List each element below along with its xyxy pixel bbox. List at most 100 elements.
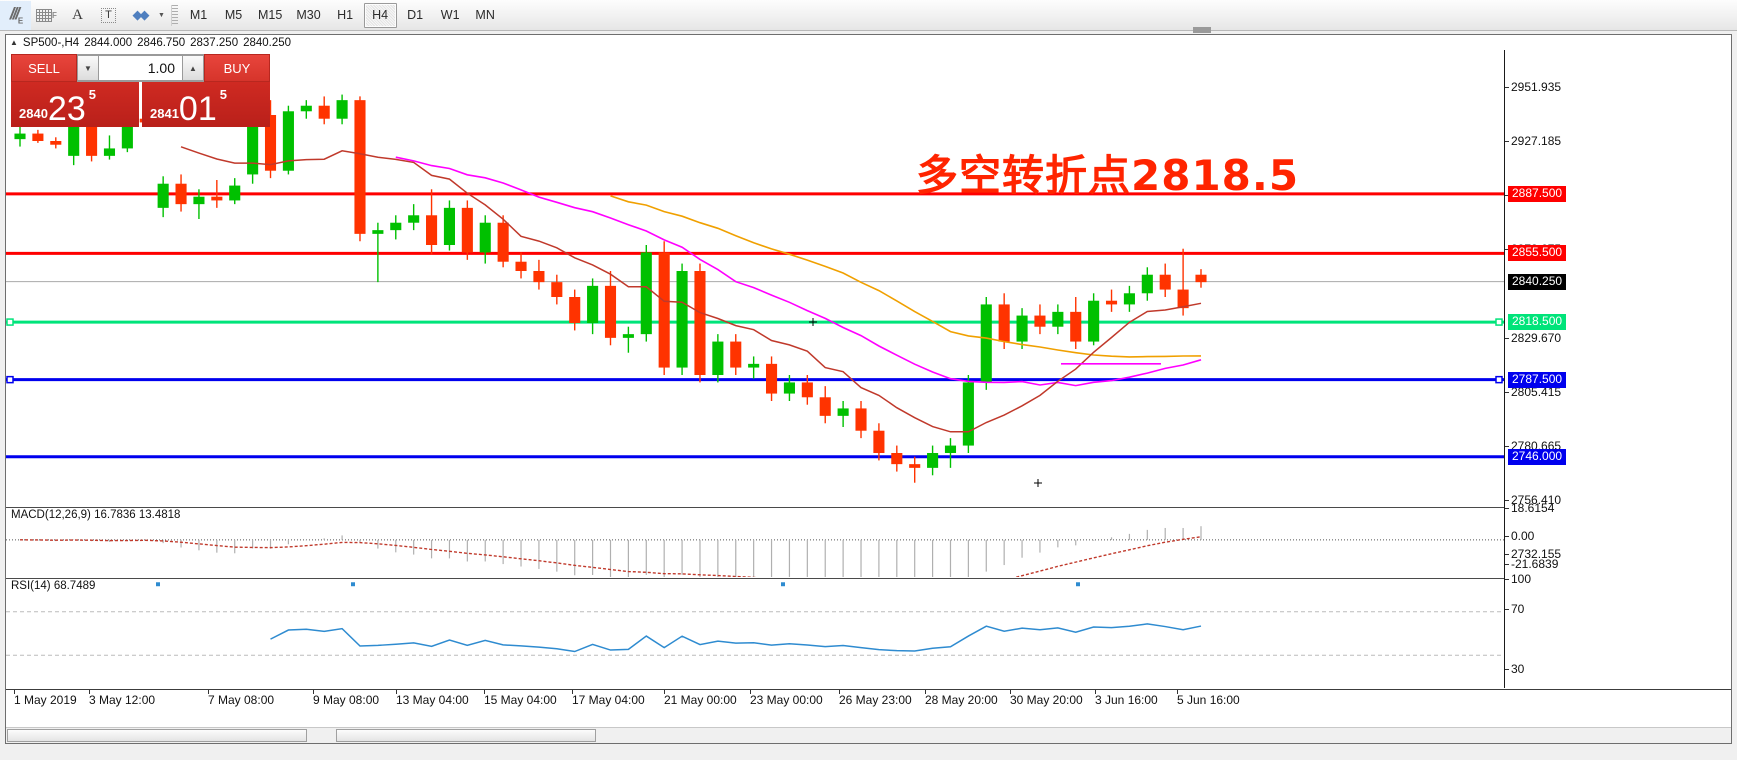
price-tick-4: 2829.670 [1505, 331, 1561, 345]
volume-decrement-icon[interactable]: ▼ [77, 55, 99, 81]
price-scale[interactable]: 2951.9352927.1852902.9302878.6752829.670… [1505, 50, 1731, 704]
sell-fraction: 5 [88, 87, 96, 102]
rsi-indicator-label: RSI(14) 68.7489 [11, 580, 96, 592]
tab-timeframe-m1[interactable]: M1 [189, 8, 208, 22]
time-label-8: 23 May 00:00 [750, 693, 823, 707]
time-label-7: 21 May 00:00 [664, 693, 737, 707]
time-tick-1 [89, 690, 90, 694]
macd-plot [6, 526, 1504, 577]
price-tick-1: 2927.185 [1505, 134, 1561, 148]
ohlc-open: 2844.000 [84, 36, 133, 49]
time-label-0: 1 May 2019 [14, 693, 77, 707]
tab-timeframe-h4[interactable]: H4 [363, 2, 397, 28]
time-tick-4 [396, 690, 397, 694]
time-label-1: 3 May 12:00 [89, 693, 156, 707]
symbol-label: SP500-,H4 [22, 36, 80, 49]
time-label-11: 30 May 20:00 [1010, 693, 1083, 707]
time-label-4: 13 May 04:00 [396, 693, 469, 707]
ohlc-low: 2837.250 [190, 36, 239, 49]
scrollbar-thumb-left[interactable] [7, 729, 307, 742]
time-tick-11 [1010, 690, 1011, 694]
tab-timeframe-w1[interactable]: W1 [440, 8, 460, 22]
time-label-10: 28 May 20:00 [925, 693, 998, 707]
rsi-tick-1: 70 [1505, 602, 1524, 616]
indicators-icon[interactable]: ///E [0, 0, 31, 30]
volume-stepper[interactable]: ▼ 1.00 ▲ [77, 54, 204, 82]
chart-canvas-window: ▲ SP500-,H4 2844.000 2846.750 2837.250 2… [5, 34, 1732, 744]
tab-timeframe-m5[interactable]: M5 [224, 8, 243, 22]
collapse-arrow-icon[interactable]: ▲ [10, 37, 18, 47]
vertical-scroll-marker[interactable] [1193, 27, 1211, 33]
time-label-9: 26 May 23:00 [839, 693, 912, 707]
scrollbar-thumb-right[interactable] [336, 729, 596, 742]
buy-price-tile[interactable]: 2841 01 5 [142, 82, 270, 127]
time-label-6: 17 May 04:00 [572, 693, 645, 707]
resistance-level-2855[interactable]: 2855.500 [1508, 245, 1567, 262]
pivot-level-2818[interactable]: 2818.500 [1508, 314, 1567, 331]
price-tick-8: 2732.155 [1505, 547, 1561, 561]
time-tick-7 [664, 690, 665, 694]
macd-tick-0: 18.6154 [1505, 501, 1554, 515]
time-tick-6 [572, 690, 573, 694]
scale-separator [1504, 50, 1505, 688]
macd-tick-2: -21.6839 [1505, 557, 1558, 571]
sell-pips: 23 [47, 89, 86, 127]
macd-pane[interactable]: MACD(12,26,9) 16.7836 13.4818 [6, 507, 1504, 577]
support-level-2746[interactable]: 2746.000 [1508, 448, 1567, 465]
volume-increment-icon[interactable]: ▲ [182, 55, 204, 81]
time-tick-9 [839, 690, 840, 694]
rsi-tick-2: 30 [1505, 662, 1524, 676]
time-tick-12 [1095, 690, 1096, 694]
macd-tick-1: 0.00 [1505, 529, 1534, 543]
time-tick-8 [750, 690, 751, 694]
one-click-trading-panel: SELL ▼ 1.00 ▲ BUY 2840 23 5 2841 01 5 [11, 54, 270, 127]
objects-icon[interactable]: ◆◆ [132, 7, 150, 22]
quote-bar: ▲ SP500-,H4 2844.000 2846.750 2837.250 2… [6, 35, 1731, 50]
oct-price-row: 2840 23 5 2841 01 5 [11, 82, 270, 127]
time-tick-3 [313, 690, 314, 694]
grid-periodicity-icon[interactable]: F [31, 1, 62, 30]
price-tick-0: 2951.935 [1505, 80, 1561, 94]
macd-indicator-label: MACD(12,26,9) 16.7836 13.4818 [11, 509, 181, 521]
time-tick-0 [14, 690, 15, 694]
time-scale[interactable]: 1 May 2019 3 May 12:00 7 May 08:00 9 May 08… [6, 689, 1731, 727]
horizontal-scrollbar[interactable] [6, 727, 1731, 743]
resistance-level-2887[interactable]: 2887.500 [1508, 185, 1567, 202]
text-label-icon[interactable]: A [72, 6, 83, 23]
price-tick-5: 2805.415 [1505, 385, 1561, 399]
tab-timeframe-mn[interactable]: MN [475, 8, 495, 22]
buy-button[interactable]: BUY [204, 54, 270, 82]
time-tick-13 [1177, 690, 1178, 694]
chevron-down-icon[interactable]: ▼ [158, 11, 165, 19]
time-label-3: 9 May 08:00 [313, 693, 380, 707]
last-price-label[interactable]: 2840.250 [1508, 273, 1567, 290]
buy-fraction: 5 [219, 87, 227, 102]
chart-annotation-text[interactable]: 多空转折点2818.5 [916, 151, 1300, 200]
time-label-2: 7 May 08:00 [208, 693, 275, 707]
tab-timeframe-h1[interactable]: H1 [337, 8, 354, 22]
time-tick-10 [925, 690, 926, 694]
tab-timeframe-d1[interactable]: D1 [407, 8, 424, 22]
support-level-2787[interactable]: 2787.500 [1508, 371, 1567, 388]
time-label-13: 5 Jun 16:00 [1177, 693, 1240, 707]
ohlc-high: 2846.750 [137, 36, 186, 49]
time-label-5: 15 May 04:00 [484, 693, 557, 707]
volume-input[interactable]: 1.00 [99, 55, 182, 81]
buy-big-figure: 2841 [150, 106, 179, 121]
tab-timeframe-m15[interactable]: M15 [258, 8, 283, 22]
price-tick-7: 2756.410 [1505, 493, 1561, 507]
chart-toolbar: ///E F A T ◆◆ ▼ M1 M5 M15 M30 H1 H4 D1 W… [0, 0, 1737, 31]
rsi-plot [6, 582, 1504, 656]
time-tick-5 [484, 690, 485, 694]
price-plot [6, 94, 1504, 487]
sell-button[interactable]: SELL [11, 54, 77, 82]
time-label-12: 3 Jun 16:00 [1095, 693, 1158, 707]
sell-big-figure: 2840 [19, 106, 48, 121]
tab-timeframe-m30[interactable]: M30 [296, 8, 321, 22]
oct-header-row: SELL ▼ 1.00 ▲ BUY [11, 54, 270, 82]
buy-pips: 01 [178, 89, 217, 127]
rsi-pane[interactable]: RSI(14) 68.7489 [6, 578, 1504, 688]
text-box-icon[interactable]: T [93, 1, 124, 30]
sell-price-tile[interactable]: 2840 23 5 [11, 82, 139, 127]
